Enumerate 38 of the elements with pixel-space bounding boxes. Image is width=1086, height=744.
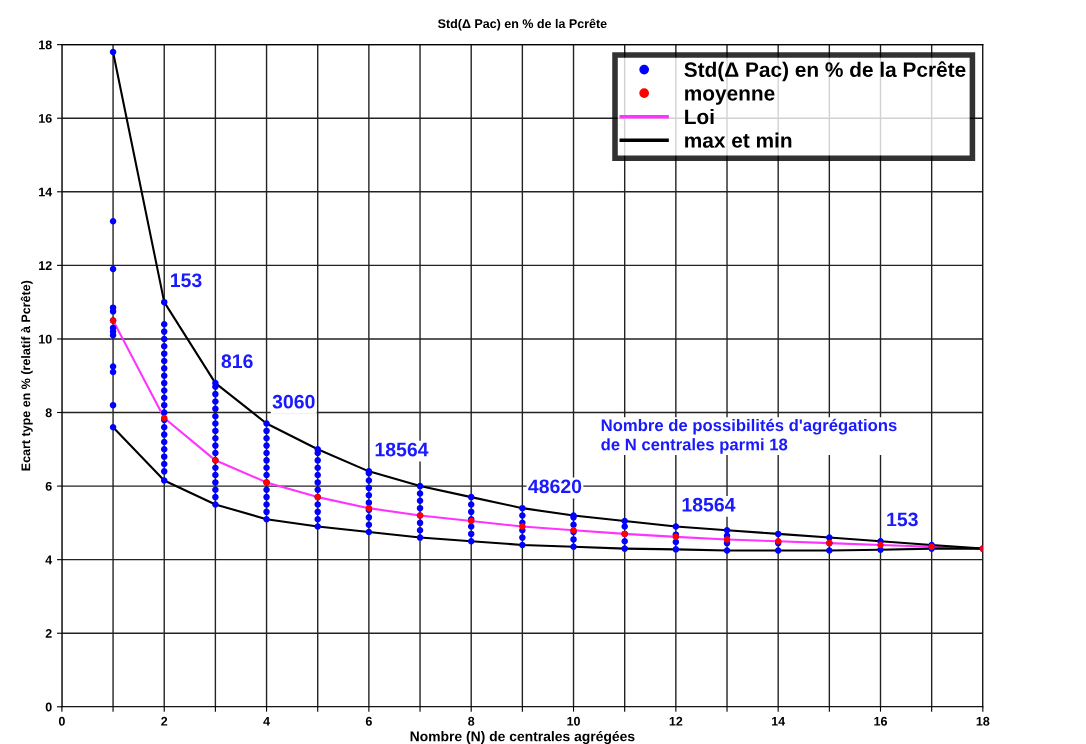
y-axis-title: Ecart type en % (relatif à Pcrête) bbox=[20, 280, 33, 471]
annotation: 48620 bbox=[528, 479, 582, 494]
y-tick-label: 8 bbox=[45, 408, 52, 418]
chart-title: Std(Δ Pac) en % de la Pcrête bbox=[438, 18, 607, 31]
point bbox=[877, 541, 884, 549]
annotation: 18564 bbox=[375, 442, 429, 457]
y-tick-label: 12 bbox=[39, 261, 52, 270]
annotation: 18564 bbox=[682, 497, 736, 512]
legend-label: moyenne bbox=[685, 89, 775, 105]
x-tick-label: 16 bbox=[874, 716, 888, 726]
annotation: 153 bbox=[171, 273, 202, 288]
x-tick-label: 6 bbox=[365, 716, 372, 726]
x-tick-label: 12 bbox=[669, 716, 683, 726]
y-tick-label: 10 bbox=[39, 334, 52, 344]
y-tick-label: 16 bbox=[39, 114, 52, 123]
point bbox=[519, 523, 526, 530]
y-tick-label: 14 bbox=[39, 187, 53, 197]
y-tick-label: 18 bbox=[39, 40, 52, 50]
x-axis-title: Nombre (N) de centrales agrégées bbox=[410, 730, 635, 744]
legend-label: Loi bbox=[685, 108, 714, 125]
y-tick-label: 0 bbox=[45, 702, 52, 712]
legend-label: Std(Δ Pac) en % de la Pcrête bbox=[684, 61, 966, 82]
x-tick-label: 2 bbox=[161, 716, 168, 726]
x-tick-label: 18 bbox=[976, 716, 990, 726]
y-tick-label: 6 bbox=[45, 481, 52, 491]
x-tick-label: 8 bbox=[468, 716, 475, 726]
annotation: 816 bbox=[221, 354, 253, 369]
x-tick-label: 14 bbox=[772, 716, 786, 726]
x-tick-label: 0 bbox=[58, 716, 65, 726]
x-tick-label: 10 bbox=[567, 716, 580, 726]
legend-label: max et min bbox=[685, 132, 792, 148]
point bbox=[723, 536, 731, 543]
annotation: Nombre de possibilités d'agrégations de N centrales parmi 18 bbox=[601, 418, 897, 454]
y-tick-label: 2 bbox=[45, 629, 52, 638]
annotation: 3060 bbox=[272, 394, 315, 409]
x-tick-label: 4 bbox=[263, 716, 270, 726]
y-tick-label: 4 bbox=[45, 555, 53, 565]
annotation: 153 bbox=[887, 512, 918, 527]
